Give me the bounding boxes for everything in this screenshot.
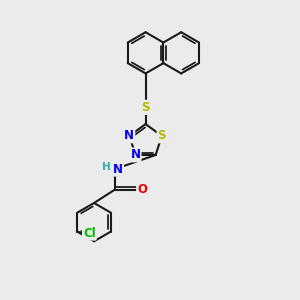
Text: S: S [141, 101, 150, 114]
Text: O: O [137, 183, 147, 196]
Text: N: N [130, 148, 140, 161]
Text: S: S [141, 101, 150, 114]
Text: N: N [124, 129, 134, 142]
Text: N: N [113, 163, 123, 176]
Text: S: S [158, 129, 166, 142]
Text: Cl: Cl [83, 227, 96, 240]
Text: H: H [102, 162, 111, 172]
